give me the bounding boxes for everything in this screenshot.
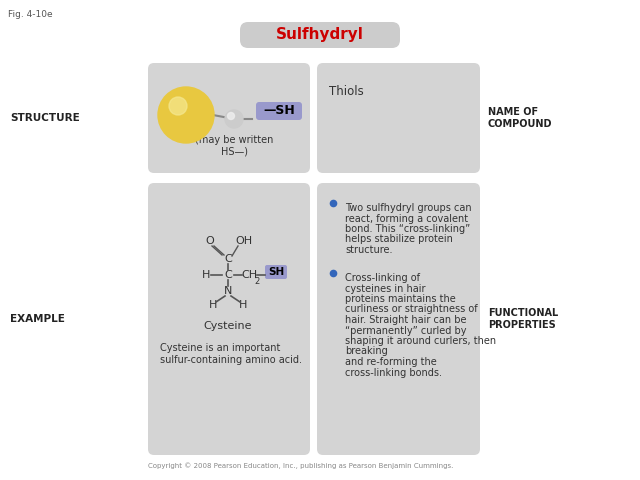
Text: Sulfhydryl: Sulfhydryl bbox=[276, 27, 364, 43]
Text: structure.: structure. bbox=[345, 245, 392, 255]
Text: Cysteine is an important
sulfur-containing amino acid.: Cysteine is an important sulfur-containi… bbox=[160, 343, 302, 365]
Text: FUNCTIONAL
PROPERTIES: FUNCTIONAL PROPERTIES bbox=[488, 308, 558, 330]
Text: breaking: breaking bbox=[345, 347, 388, 357]
Text: 2: 2 bbox=[254, 276, 260, 286]
Text: curliness or straightness of: curliness or straightness of bbox=[345, 304, 477, 314]
Text: Cysteine: Cysteine bbox=[204, 321, 252, 331]
Text: Two sulfhydryl groups can: Two sulfhydryl groups can bbox=[345, 203, 472, 213]
FancyBboxPatch shape bbox=[256, 102, 302, 120]
Circle shape bbox=[227, 112, 234, 120]
Text: CH: CH bbox=[241, 270, 257, 280]
Text: and re-forming the: and re-forming the bbox=[345, 357, 436, 367]
Circle shape bbox=[225, 110, 243, 128]
Text: cross-linking bonds.: cross-linking bonds. bbox=[345, 368, 442, 377]
Text: bond. This “cross-linking”: bond. This “cross-linking” bbox=[345, 224, 470, 234]
Text: N: N bbox=[224, 286, 232, 296]
Text: Cross-linking of: Cross-linking of bbox=[345, 273, 420, 283]
FancyBboxPatch shape bbox=[317, 183, 480, 455]
Text: H: H bbox=[239, 300, 247, 310]
Text: (may be written
HS—): (may be written HS—) bbox=[195, 135, 273, 156]
Text: NAME OF
COMPOUND: NAME OF COMPOUND bbox=[488, 107, 552, 129]
Text: helps stabilize protein: helps stabilize protein bbox=[345, 235, 453, 244]
FancyBboxPatch shape bbox=[265, 265, 287, 279]
Text: SH: SH bbox=[268, 267, 284, 277]
Text: proteins maintains the: proteins maintains the bbox=[345, 294, 456, 304]
Circle shape bbox=[158, 87, 214, 143]
Text: STRUCTURE: STRUCTURE bbox=[10, 113, 80, 123]
Text: shaping it around curlers, then: shaping it around curlers, then bbox=[345, 336, 496, 346]
Text: EXAMPLE: EXAMPLE bbox=[10, 314, 65, 324]
Circle shape bbox=[169, 97, 187, 115]
Text: OH: OH bbox=[236, 236, 253, 246]
Text: C: C bbox=[224, 254, 232, 264]
FancyBboxPatch shape bbox=[240, 22, 400, 48]
Text: cysteines in hair: cysteines in hair bbox=[345, 284, 426, 293]
Text: O: O bbox=[205, 236, 214, 246]
Text: Thiols: Thiols bbox=[329, 85, 364, 98]
Text: C: C bbox=[224, 270, 232, 280]
Text: H: H bbox=[202, 270, 210, 280]
Text: —SH: —SH bbox=[263, 105, 295, 118]
Text: Copyright © 2008 Pearson Education, Inc., publishing as Pearson Benjamin Cumming: Copyright © 2008 Pearson Education, Inc.… bbox=[148, 462, 453, 468]
Text: H: H bbox=[209, 300, 217, 310]
Text: “permanently” curled by: “permanently” curled by bbox=[345, 325, 467, 336]
FancyBboxPatch shape bbox=[317, 63, 480, 173]
Text: Fig. 4-10e: Fig. 4-10e bbox=[8, 10, 52, 19]
FancyBboxPatch shape bbox=[148, 183, 310, 455]
Text: hair. Straight hair can be: hair. Straight hair can be bbox=[345, 315, 467, 325]
FancyBboxPatch shape bbox=[148, 63, 310, 173]
Text: react, forming a covalent: react, forming a covalent bbox=[345, 214, 468, 224]
